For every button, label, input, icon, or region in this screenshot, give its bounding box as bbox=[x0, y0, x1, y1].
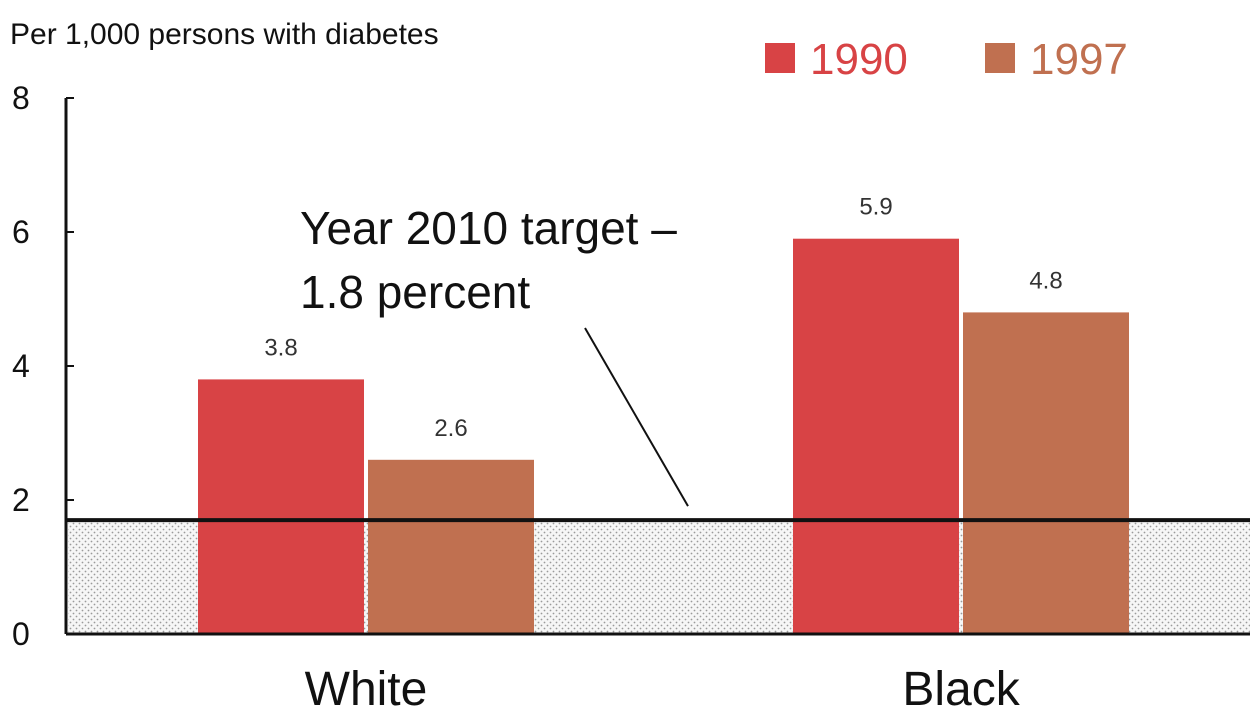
x-labels-group: White Black bbox=[305, 663, 1021, 710]
y-tick-label: 6 bbox=[12, 214, 30, 250]
y-tick-label: 4 bbox=[12, 348, 30, 384]
y-axis-label: Per 1,000 persons with diabetes bbox=[10, 18, 439, 51]
y-ticks-group: 0 2 4 6 8 bbox=[12, 80, 74, 652]
legend-label-1990: 1990 bbox=[810, 35, 908, 84]
legend-swatch-1990 bbox=[765, 43, 795, 73]
data-label-black-1997: 4.8 bbox=[1029, 267, 1062, 294]
target-annotation-line2: 1.8 percent bbox=[300, 266, 530, 318]
bars-group: 3.8 2.6 5.9 4.8 bbox=[198, 194, 1129, 634]
x-tick-label-black: Black bbox=[902, 663, 1020, 710]
legend-label-1997: 1997 bbox=[1030, 35, 1128, 84]
data-label-white-1990: 3.8 bbox=[264, 334, 297, 361]
target-annotation-line1: Year 2010 target – bbox=[300, 202, 677, 254]
y-tick-label: 0 bbox=[12, 616, 30, 652]
bar-black-1990 bbox=[793, 238, 959, 634]
target-leader-line bbox=[584, 327, 689, 507]
bar-black-1997 bbox=[963, 312, 1129, 634]
y-tick-label: 8 bbox=[12, 80, 30, 116]
data-label-black-1990: 5.9 bbox=[859, 194, 892, 221]
data-label-white-1997: 2.6 bbox=[434, 415, 467, 442]
y-tick-label: 2 bbox=[12, 482, 30, 518]
bar-white-1997 bbox=[368, 459, 534, 634]
legend: 1990 1997 bbox=[765, 35, 1128, 84]
bar-white-1990 bbox=[198, 379, 364, 634]
legend-swatch-1997 bbox=[985, 43, 1015, 73]
x-tick-label-white: White bbox=[305, 663, 428, 710]
